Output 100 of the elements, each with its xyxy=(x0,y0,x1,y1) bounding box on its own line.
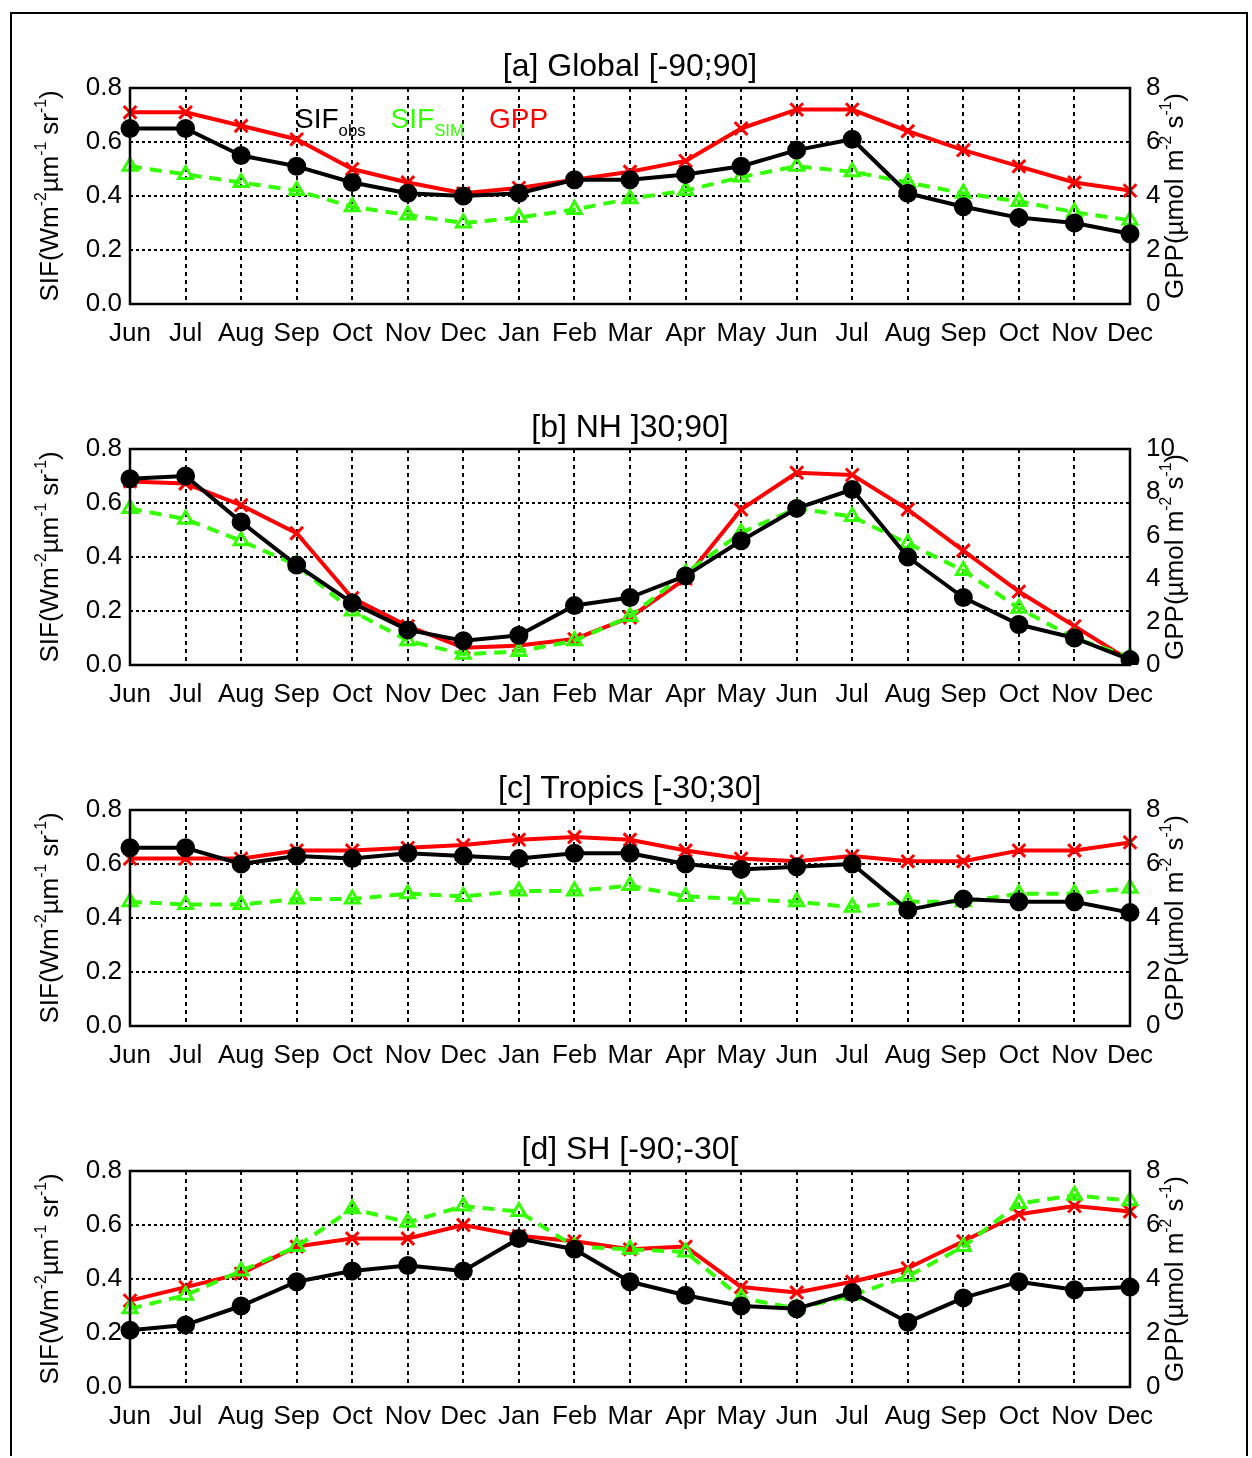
y2-tick-label: 0 xyxy=(1146,1370,1161,1401)
y-tick-label: 0.2 xyxy=(85,1316,122,1347)
y-tick-label: 0.2 xyxy=(85,594,122,625)
x-tick-label: Nov xyxy=(1051,1038,1098,1069)
x-tick-label: Aug xyxy=(217,1038,265,1069)
x-tick-label: May xyxy=(716,677,766,708)
x-tick-label: Jul xyxy=(835,1038,869,1069)
x-tick-label: Nov xyxy=(384,316,431,347)
x-tick-label: May xyxy=(716,1038,766,1069)
x-tick-label: Aug xyxy=(884,1399,931,1430)
x-tick-label: Feb xyxy=(552,1038,597,1069)
x-tick-label: Aug xyxy=(217,677,265,708)
x-tick-label: Sep xyxy=(273,1399,320,1430)
x-tick-label: Sep xyxy=(273,1038,320,1069)
x-tick-label: Jun xyxy=(775,1399,818,1430)
x-tick-label: Mar xyxy=(607,316,653,347)
x-tick-label: Sep xyxy=(273,316,320,347)
y-tick-label: 0.4 xyxy=(85,540,122,571)
x-tick-label: Oct xyxy=(332,677,374,708)
x-tick-label: Oct xyxy=(998,677,1040,708)
y2-tick-label: 4 xyxy=(1146,179,1161,210)
x-tick-label: Jul xyxy=(168,1399,203,1430)
x-tick-label: Jun xyxy=(109,1399,151,1430)
chart-title: [c] Tropics [-30;30] xyxy=(498,769,762,805)
chart-title: [b] NH ]30;90] xyxy=(531,408,729,444)
y2-tick-label: 6 xyxy=(1146,847,1161,878)
x-tick-label: Oct xyxy=(332,316,374,347)
x-tick-label: Jan xyxy=(497,1399,540,1430)
x-tick-label: Feb xyxy=(552,677,597,708)
y2-tick-label: 8 xyxy=(1146,1154,1161,1185)
x-tick-label: Nov xyxy=(1051,316,1098,347)
series-label: GPP xyxy=(489,103,549,134)
y-tick-label: 0.6 xyxy=(85,125,122,156)
x-tick-label: Aug xyxy=(884,677,931,708)
y2-tick-label: 2 xyxy=(1146,955,1161,986)
x-tick-label: Dec xyxy=(1106,677,1154,708)
x-tick-label: Apr xyxy=(665,1038,707,1069)
y2-tick-label: 4 xyxy=(1146,901,1161,932)
x-tick-label: Dec xyxy=(440,1038,487,1069)
x-tick-label: Sep xyxy=(940,677,987,708)
x-tick-label: Feb xyxy=(552,1399,597,1430)
x-tick-label: Jun xyxy=(775,677,818,708)
x-tick-label: Nov xyxy=(1051,677,1098,708)
x-tick-label: Apr xyxy=(665,677,707,708)
y2-tick-label: 4 xyxy=(1146,1262,1161,1293)
x-tick-label: Jun xyxy=(775,1038,818,1069)
x-tick-label: Aug xyxy=(217,1399,265,1430)
x-tick-label: Feb xyxy=(552,316,597,347)
x-tick-label: Oct xyxy=(332,1399,374,1430)
x-tick-label: Nov xyxy=(1051,1399,1098,1430)
x-tick-label: Sep xyxy=(940,316,987,347)
y2-tick-label: 6 xyxy=(1146,125,1161,156)
y-tick-label: 0.6 xyxy=(85,1208,122,1239)
x-tick-label: Sep xyxy=(940,1038,987,1069)
x-tick-label: Dec xyxy=(440,1399,487,1430)
x-tick-label: Dec xyxy=(1106,1038,1154,1069)
x-tick-label: Nov xyxy=(384,1038,431,1069)
y-axis-title: SIF(Wm-2µm-1 sr-1) xyxy=(32,90,64,302)
y2-tick-label: 0 xyxy=(1146,648,1161,679)
x-tick-label: Mar xyxy=(607,1038,653,1069)
x-tick-label: Aug xyxy=(884,316,931,347)
y-tick-label: 0.2 xyxy=(85,233,122,264)
y2-tick-label: 2 xyxy=(1146,1316,1161,1347)
y-tick-label: 0.6 xyxy=(85,486,122,517)
x-tick-label: Mar xyxy=(607,1399,653,1430)
x-tick-label: Oct xyxy=(998,1399,1040,1430)
x-tick-label: Jul xyxy=(835,677,869,708)
chart-title: [d] SH [-90;-30[ xyxy=(521,1130,739,1166)
y-tick-label: 0.4 xyxy=(85,1262,122,1293)
x-tick-label: Nov xyxy=(384,677,431,708)
y2-tick-label: 8 xyxy=(1146,71,1161,102)
x-tick-label: Jul xyxy=(168,677,203,708)
x-tick-label: Jan xyxy=(497,677,540,708)
x-tick-label: Nov xyxy=(384,1399,431,1430)
y-tick-label: 0.2 xyxy=(85,955,122,986)
y2-tick-label: 2 xyxy=(1146,604,1161,635)
y2-tick-label: 2 xyxy=(1146,233,1161,264)
x-tick-label: Oct xyxy=(998,1038,1040,1069)
y-axis-title: SIF(Wm-2µm-1 sr-1) xyxy=(32,812,64,1024)
x-tick-label: Jul xyxy=(168,1038,203,1069)
x-tick-label: Jun xyxy=(109,316,151,347)
x-tick-label: May xyxy=(716,316,766,347)
x-tick-label: Mar xyxy=(607,677,653,708)
y-tick-label: 0.0 xyxy=(85,287,122,318)
x-tick-label: May xyxy=(716,1399,766,1430)
x-tick-label: Sep xyxy=(273,677,320,708)
y2-tick-label: 6 xyxy=(1146,1208,1161,1239)
y-tick-label: 0.4 xyxy=(85,901,122,932)
chart-title: [a] Global [-90;90] xyxy=(502,47,758,83)
y2-tick-label: 0 xyxy=(1146,287,1161,318)
x-tick-label: Aug xyxy=(884,1038,931,1069)
x-tick-label: Dec xyxy=(1106,1399,1154,1430)
y-tick-label: 0.0 xyxy=(85,1370,122,1401)
y-tick-label: 0.0 xyxy=(85,1009,122,1040)
y2-tick-label: 8 xyxy=(1146,793,1161,824)
x-tick-label: Dec xyxy=(440,677,487,708)
x-tick-label: Jul xyxy=(835,316,869,347)
x-tick-label: Jul xyxy=(835,1399,869,1430)
x-tick-label: Jun xyxy=(109,1038,151,1069)
y-axis-title: SIF(Wm-2µm-1 sr-1) xyxy=(32,1173,64,1385)
